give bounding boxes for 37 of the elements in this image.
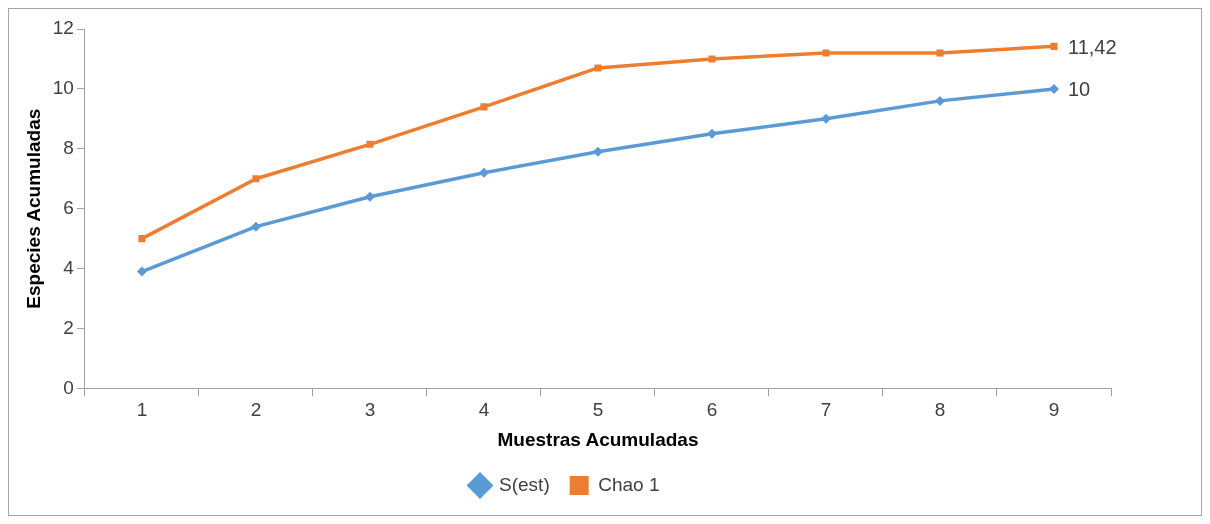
y-tick-label: 8 [63, 137, 74, 159]
point [364, 191, 375, 202]
y-tick-label: 2 [63, 316, 74, 338]
x-tick-label: 5 [592, 399, 604, 421]
x-tick-label: 3 [364, 399, 376, 421]
point [822, 49, 830, 57]
point [936, 49, 944, 57]
x-tick-label: 6 [706, 399, 718, 421]
point [478, 167, 489, 178]
y-tick-label: 0 [63, 376, 74, 398]
x-tick-label: 8 [934, 399, 946, 421]
y-tick-label: 4 [63, 256, 75, 278]
data-label: 10 [1068, 78, 1091, 101]
y-tick-label: 12 [52, 17, 74, 39]
x-tick-label: 4 [478, 399, 490, 421]
point [1049, 83, 1059, 94]
legend-label: S(est) [499, 473, 550, 495]
x-tick-label: 2 [250, 399, 262, 421]
point [594, 64, 602, 72]
x-tick-label: 9 [1048, 399, 1060, 421]
point [252, 175, 260, 183]
x-tick-label: 7 [820, 399, 832, 421]
y-axis-title: Especies Acumuladas [22, 108, 44, 309]
point [136, 266, 147, 277]
point [480, 103, 488, 111]
x-axis-title: Muestras Acumuladas [497, 428, 699, 450]
point [138, 235, 146, 243]
point [708, 55, 716, 63]
y-tick-label: 6 [63, 196, 74, 218]
point [1050, 42, 1058, 50]
point [592, 146, 603, 157]
point [250, 221, 261, 232]
data-label: 11,42 [1068, 35, 1117, 58]
y-tick-label: 10 [52, 77, 74, 99]
legend-label: Chao 1 [598, 473, 660, 495]
point [366, 140, 374, 148]
x-tick-label: 1 [136, 399, 148, 421]
